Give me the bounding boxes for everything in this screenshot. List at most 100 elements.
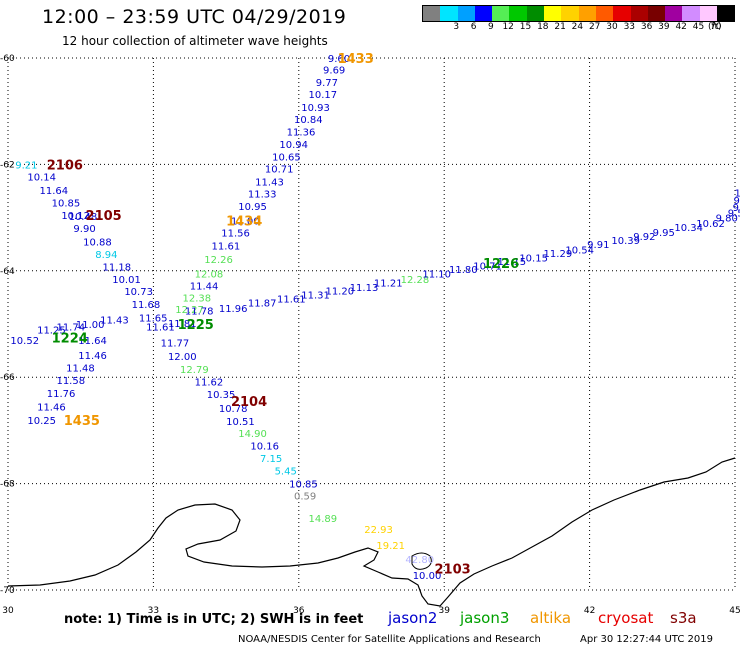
color-scale-swatch [699,6,718,21]
map-grid [7,57,736,591]
wave-height-value: 10.85 [289,480,318,491]
wave-height-value: 10.88 [83,238,112,249]
pass-number-label: 2104 [231,395,267,410]
wave-height-value: 10.25 [27,416,56,427]
lon-tick-label: 42 [584,606,595,616]
lat-tick-label: -68 [0,480,15,490]
color-scale-swatch [492,6,510,21]
color-scale-label: 45 [692,22,705,32]
color-scale-label: 24 [571,22,584,32]
color-scale-swatch [526,6,545,21]
color-scale-label: 70 [710,22,722,32]
wave-height-value: 10.01 [112,275,141,286]
wave-height-value: 11.43 [100,316,129,327]
page-title: 12:00 – 23:59 UTC 04/29/2019 [42,6,347,28]
wave-height-value: 11.10 [422,269,451,280]
wave-height-value: 8.94 [95,250,117,261]
pass-number-label: 2106 [47,158,83,173]
color-scale-swatch [423,6,441,21]
wave-height-value: 10.75 [735,189,740,200]
color-scale-label: 6 [470,22,477,32]
wave-height-value: 10.84 [294,115,323,126]
color-scale-swatch [717,6,735,21]
wave-height-value: 12.08 [195,269,224,280]
wave-height-value: 10.35 [207,390,236,401]
wave-height-value: 11.87 [248,299,277,310]
lat-tick-label: -60 [0,54,15,64]
color-scale-swatch [665,6,683,21]
wave-height-value: 11.33 [248,190,277,201]
wave-height-value: 11.64 [40,186,69,197]
color-scale-bar [422,5,736,22]
color-scale-swatch [544,6,562,21]
color-scale-label: 9 [488,22,494,32]
wave-height-value: 9.77 [316,78,338,89]
satellite-legend-s3a: s3a [670,609,697,627]
wave-height-value: 22.93 [364,525,393,536]
wave-height-value: 11.44 [190,282,219,293]
wave-height-value: 11.61 [277,294,306,305]
footer-note: note: 1) Time is in UTC; 2) SWH is in fe… [64,612,364,627]
wave-height-value: 11.81 [168,319,197,330]
wave-height-value: 11.68 [132,300,161,311]
wave-height-value: 11.36 [287,127,316,138]
wave-height-value: 19.21 [376,541,405,552]
color-scale-swatch [613,6,631,21]
color-scale-label: 30 [606,22,618,32]
wave-height-value: 10.51 [226,417,255,428]
wave-height-value: 9.92 [633,232,655,243]
wave-height-value: 11.21 [374,279,403,290]
wave-height-value: 10.48 [69,212,98,223]
wave-height-tracks: 9.609.699.7710.1710.9310.8411.3610.9410.… [10,54,740,582]
wave-height-value: 10.93 [301,103,330,114]
wave-height-value: 11.00 [231,216,260,227]
color-scale-swatch [682,6,700,21]
color-scale-unit: (ft) [708,22,722,32]
wave-height-value: 11.96 [219,304,248,315]
color-scale-label: 36 [640,22,653,32]
wave-height-value: 12.26 [204,255,233,266]
pass-labels: 1433 2106 2105 1434 1226 1225 1224 2104 1435 2103 [47,52,519,578]
wave-height-value: 11.46 [78,351,107,362]
wave-height-value: 10.17 [308,90,337,101]
wave-height-value: 11.43 [255,177,284,188]
pass-number-label: 2103 [435,563,471,578]
lat-tick-label: -64 [0,267,15,277]
lon-tick-label: 39 [438,606,450,616]
color-scale-swatch [630,6,648,21]
wave-height-value: 11.65 [139,314,168,325]
wave-height-value: 11.80 [449,265,478,276]
wave-height-value: 10.52 [10,336,39,347]
satellite-legend-cryosat: cryosat [598,609,654,627]
wave-height-value: 11.58 [56,376,85,387]
wave-height-value: 42.80 [405,555,434,566]
wave-height-value: 9.56 [733,203,740,214]
color-scale-swatch [595,6,614,21]
wave-height-value: 11.78 [185,307,214,318]
lat-tick-label: -66 [0,373,15,383]
pass-number-label: 1433 [338,52,374,67]
wave-height-value: 11.76 [47,389,76,400]
lat-tick-label: -70 [0,586,15,596]
pass-number-label: 1434 [226,214,262,229]
wave-height-value: 11.74 [56,323,85,334]
wave-height-value: 10.85 [52,199,81,210]
color-scale-swatch [474,6,493,21]
color-scale-swatch [509,6,527,21]
wave-height-value: 11.13 [350,283,379,294]
wave-height-value: 9.69 [323,66,345,77]
wave-height-value: 14.89 [308,514,337,525]
wave-height-value: 11.77 [161,339,190,350]
footer-credit: NOAA/NESDIS Center for Satellite Applica… [238,634,541,645]
wave-height-value: 11.56 [221,228,250,239]
wave-height-value: 11.18 [103,263,132,274]
wave-height-value: 12.28 [401,275,430,286]
color-scale-label: 21 [554,22,566,32]
color-scale-label: 15 [519,22,532,32]
color-scale-swatch [440,6,458,21]
wave-height-value: 9.95 [653,228,675,239]
wave-height-value: 10.71 [265,165,294,176]
wave-height-value: 10.95 [238,202,267,213]
